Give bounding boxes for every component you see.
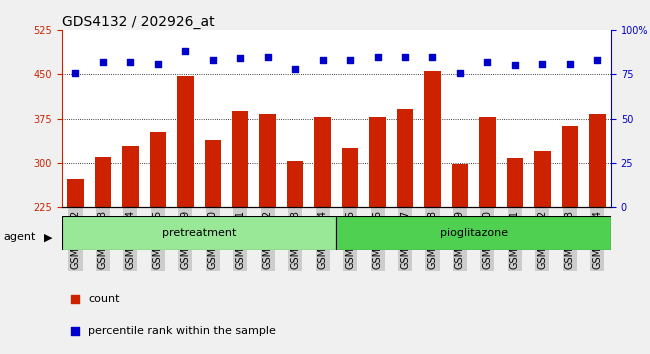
Bar <box>67 179 84 340</box>
Point <box>290 66 300 72</box>
Point <box>592 57 603 63</box>
Point <box>537 61 547 67</box>
Bar <box>479 117 496 340</box>
Text: agent: agent <box>3 232 36 242</box>
Bar <box>205 141 221 340</box>
Bar <box>95 157 111 340</box>
Bar <box>562 126 578 340</box>
Text: percentile rank within the sample: percentile rank within the sample <box>88 326 276 336</box>
Point <box>482 59 493 65</box>
Bar <box>342 148 358 340</box>
Point <box>510 63 520 68</box>
Point <box>98 59 108 65</box>
Bar <box>232 111 248 340</box>
Bar <box>534 151 551 340</box>
Bar <box>589 114 606 340</box>
Point <box>455 70 465 75</box>
Bar <box>62 216 337 250</box>
Text: GDS4132 / 202926_at: GDS4132 / 202926_at <box>62 15 214 29</box>
Bar <box>337 216 611 250</box>
Bar <box>122 146 138 340</box>
Bar <box>452 164 468 340</box>
Point <box>125 59 136 65</box>
Bar <box>396 109 413 340</box>
Bar <box>259 114 276 340</box>
Text: pretreatment: pretreatment <box>162 228 236 238</box>
Text: count: count <box>88 295 120 304</box>
Point <box>372 54 383 59</box>
Text: ▶: ▶ <box>44 232 53 242</box>
Bar <box>177 75 194 340</box>
Point <box>153 61 163 67</box>
Bar <box>315 117 331 340</box>
Point <box>263 54 273 59</box>
Bar <box>150 132 166 340</box>
Bar <box>506 158 523 340</box>
Point <box>180 48 190 54</box>
Point <box>317 57 328 63</box>
Point <box>207 57 218 63</box>
Bar <box>424 72 441 340</box>
Point <box>400 54 410 59</box>
Bar <box>287 161 304 340</box>
Point <box>345 57 356 63</box>
Point <box>565 61 575 67</box>
Point <box>70 70 81 75</box>
Text: pioglitazone: pioglitazone <box>439 228 508 238</box>
Point <box>70 328 81 333</box>
Point <box>235 56 246 61</box>
Point <box>427 54 437 59</box>
Bar <box>369 117 386 340</box>
Point <box>70 297 81 302</box>
